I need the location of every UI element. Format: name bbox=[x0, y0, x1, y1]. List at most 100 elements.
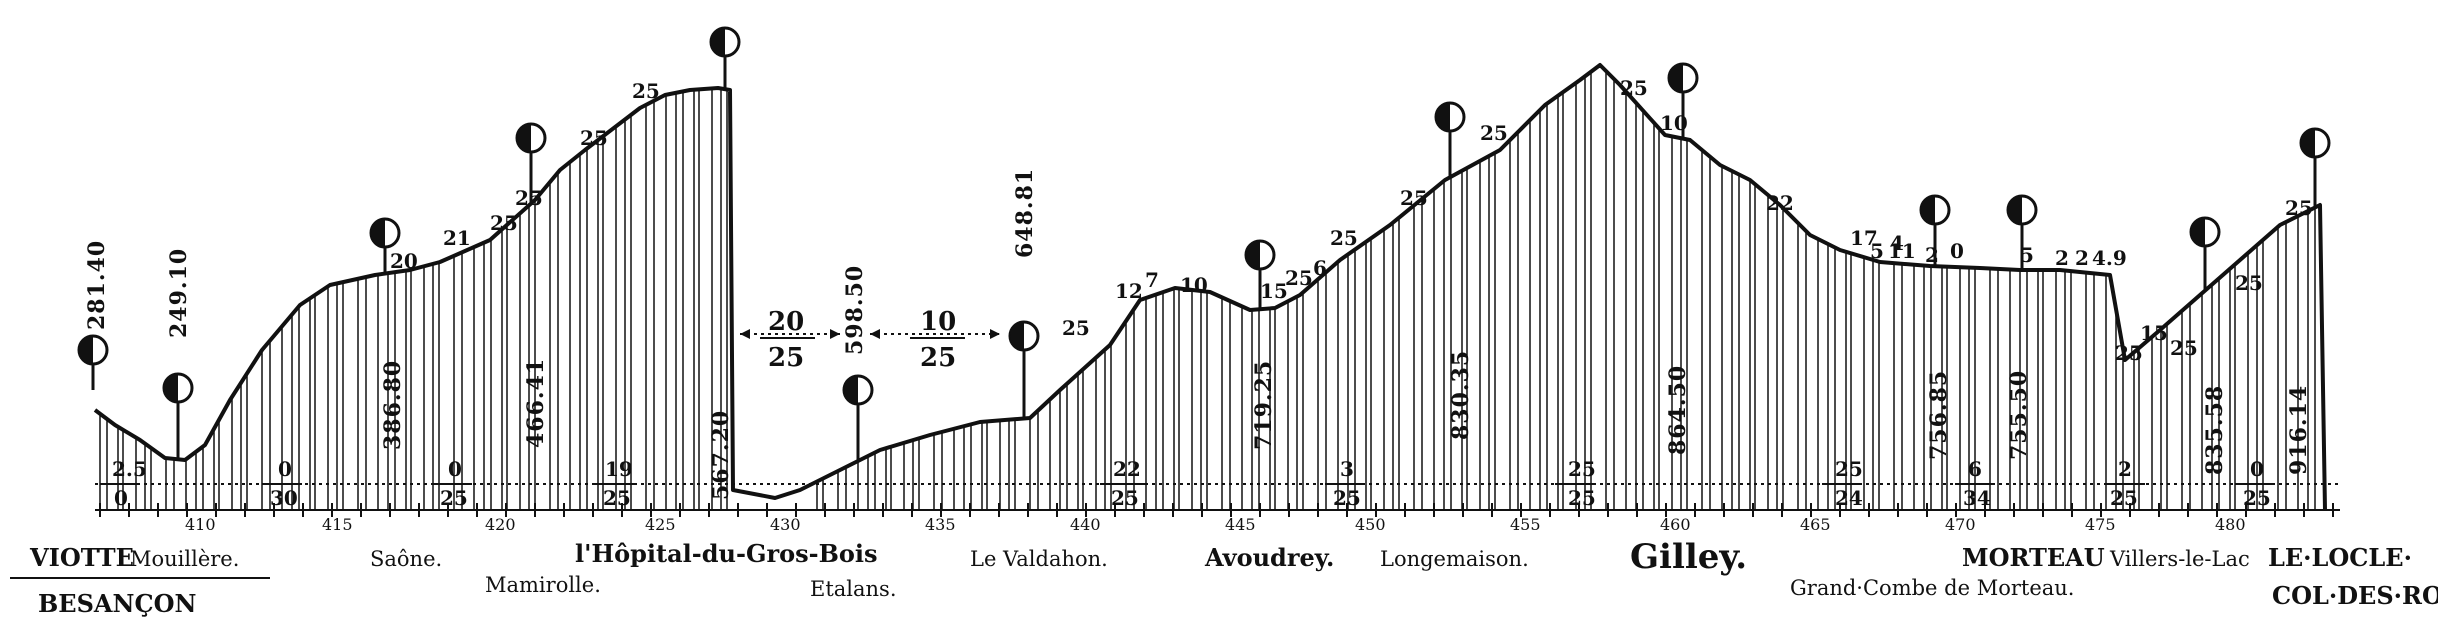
svg-text:25: 25 bbox=[2115, 341, 2143, 365]
altitude-label: 916.14 bbox=[2286, 385, 2312, 475]
gradient-fraction: 0 25 bbox=[432, 457, 472, 510]
station-label: l'Hôpital-du-Gros-Bois bbox=[575, 539, 878, 568]
svg-text:0: 0 bbox=[114, 486, 128, 510]
station-label: Etalans. bbox=[810, 577, 897, 601]
svg-text:25: 25 bbox=[603, 486, 631, 510]
km-label: 480 bbox=[2215, 515, 2246, 534]
signal-disc-icon bbox=[2006, 194, 2038, 270]
svg-text:20: 20 bbox=[768, 307, 804, 337]
station-label: Mamirolle. bbox=[485, 573, 601, 597]
signal-disc-icon bbox=[369, 217, 401, 274]
altitude-label: 466.41 bbox=[523, 358, 549, 448]
svg-text:25: 25 bbox=[1062, 316, 1090, 340]
svg-text:2: 2 bbox=[2055, 246, 2069, 270]
station-label: LE·LOCLE· bbox=[2268, 543, 2412, 572]
svg-text:0: 0 bbox=[2250, 457, 2264, 481]
svg-text:25: 25 bbox=[490, 211, 518, 235]
station-labels: VIOTTE Mouillère. BESANÇON Saône. Mamiro… bbox=[10, 537, 2438, 618]
svg-text:15: 15 bbox=[1260, 279, 1288, 303]
svg-text:21: 21 bbox=[443, 226, 471, 250]
svg-text:25: 25 bbox=[920, 343, 956, 373]
km-label: 430 bbox=[770, 515, 801, 534]
svg-text:20: 20 bbox=[390, 249, 418, 273]
km-scale: 410 415 420 425 430 435 440 445 450 455 … bbox=[185, 515, 2246, 534]
km-label: 475 bbox=[2085, 515, 2116, 534]
signal-disc-icon bbox=[162, 372, 194, 460]
signal-disc-icon bbox=[1434, 101, 1466, 178]
svg-text:25: 25 bbox=[1568, 457, 1596, 481]
signal-disc-icon bbox=[77, 334, 109, 390]
station-label: Le Valdahon. bbox=[970, 547, 1108, 571]
svg-text:2.5: 2.5 bbox=[112, 457, 147, 481]
km-ticks bbox=[99, 503, 2334, 517]
svg-text:22: 22 bbox=[1113, 457, 1141, 481]
svg-text:12: 12 bbox=[1115, 279, 1143, 303]
svg-text:25: 25 bbox=[1568, 486, 1596, 510]
svg-text:17: 17 bbox=[1850, 226, 1878, 250]
altitude-label: 835.58 bbox=[2202, 385, 2228, 475]
km-label: 460 bbox=[1660, 515, 1691, 534]
svg-text:6: 6 bbox=[1968, 457, 1982, 481]
altitude-label: 719.25 bbox=[1251, 360, 1277, 450]
svg-text:5: 5 bbox=[1870, 239, 1884, 263]
svg-text:0: 0 bbox=[448, 457, 462, 481]
signal-disc-icon bbox=[1244, 239, 1276, 310]
svg-text:25: 25 bbox=[2235, 271, 2263, 295]
summit-ramp-gradients: 20 25 10 25 bbox=[740, 307, 1000, 373]
signal-disc-icon bbox=[2299, 127, 2331, 208]
svg-text:19: 19 bbox=[605, 457, 633, 481]
svg-text:4: 4 bbox=[1890, 231, 1904, 255]
svg-text:25: 25 bbox=[440, 486, 468, 510]
svg-text:25: 25 bbox=[1480, 121, 1508, 145]
svg-text:4.9: 4.9 bbox=[2092, 246, 2127, 270]
station-label: MORTEAU bbox=[1962, 543, 2105, 572]
svg-text:22: 22 bbox=[1766, 191, 1794, 215]
svg-text:10: 10 bbox=[920, 307, 956, 337]
signal-disc-icon bbox=[709, 26, 741, 90]
svg-text:34: 34 bbox=[1963, 486, 1991, 510]
svg-text:25: 25 bbox=[2110, 486, 2138, 510]
gradient-fraction: 2 25 bbox=[2105, 457, 2145, 510]
svg-text:15: 15 bbox=[2140, 321, 2168, 345]
station-label: Villers-le-Lac bbox=[2109, 547, 2250, 571]
altitude-labels: 281.40 249.10 386.80 466.41 567.20 598.5… bbox=[84, 168, 2312, 500]
altitude-label: 386.80 bbox=[380, 360, 406, 450]
station-label: Avoudrey. bbox=[1204, 543, 1334, 572]
svg-text:25: 25 bbox=[1333, 486, 1361, 510]
svg-text:25: 25 bbox=[1620, 76, 1648, 100]
svg-text:25: 25 bbox=[2170, 336, 2198, 360]
signal-disc-icon bbox=[1919, 194, 1951, 267]
svg-text:2: 2 bbox=[1925, 243, 1939, 267]
gradient-fraction: 25 24 bbox=[1822, 457, 1863, 510]
elevation-profile-line bbox=[93, 63, 2327, 511]
svg-text:3: 3 bbox=[1340, 457, 1354, 481]
svg-text:10: 10 bbox=[1180, 273, 1208, 297]
altitude-label: 755.50 bbox=[2006, 370, 2032, 460]
gradient-fraction: 6 34 bbox=[1955, 457, 1995, 510]
svg-text:30: 30 bbox=[270, 486, 298, 510]
svg-text:0: 0 bbox=[1950, 239, 1964, 263]
altitude-label: 864.50 bbox=[1665, 365, 1691, 455]
altitude-label: 830.35 bbox=[1448, 350, 1474, 440]
signal-disc-icon bbox=[1008, 320, 1040, 419]
signal-disc-icon bbox=[842, 374, 874, 461]
svg-text:25: 25 bbox=[580, 126, 608, 150]
km-label: 455 bbox=[1510, 515, 1541, 534]
profile-hatching bbox=[99, 71, 2316, 510]
svg-text:2: 2 bbox=[2118, 457, 2132, 481]
svg-text:25: 25 bbox=[1835, 457, 1863, 481]
signal-disc-icon bbox=[515, 122, 547, 204]
station-label: Grand·Combe de Morteau. bbox=[1790, 576, 2074, 600]
station-label: Mouillère. bbox=[130, 547, 239, 571]
gradient-fraction: 2.5 0 bbox=[100, 457, 147, 510]
signal-disc-icon bbox=[1667, 62, 1699, 139]
svg-text:2: 2 bbox=[2075, 246, 2089, 270]
km-label: 445 bbox=[1225, 515, 1256, 534]
gradient-fraction: 22 25 bbox=[1100, 457, 1145, 510]
km-label: 415 bbox=[322, 515, 353, 534]
gradient-fraction: 0 30 bbox=[262, 457, 302, 510]
altitude-label: 648.81 bbox=[1012, 168, 1038, 258]
svg-text:25: 25 bbox=[515, 186, 543, 210]
gradient-fraction: 25 25 bbox=[1555, 457, 1596, 510]
